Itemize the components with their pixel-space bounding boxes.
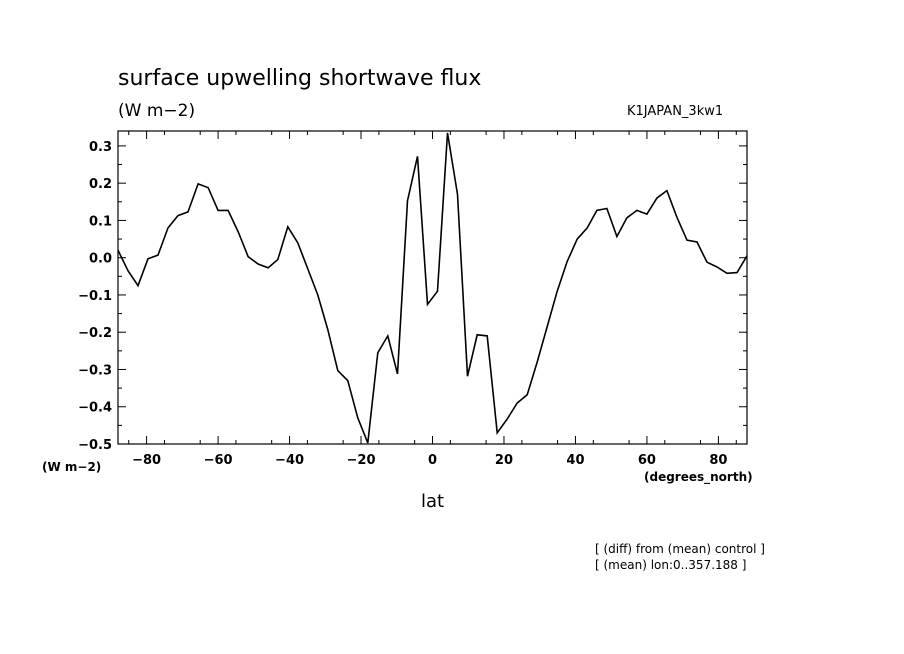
- x-tick-label: 20: [495, 453, 513, 468]
- y-tick-label: 0.0: [89, 252, 112, 267]
- run-label: K1JAPAN_3kw1: [627, 104, 724, 119]
- series-line: [117, 132, 748, 444]
- note-mean: [ (mean) lon:0..357.188 ]: [595, 558, 747, 572]
- x-tick-label: −80: [132, 453, 161, 468]
- note-diff: [ (diff) from (mean) control ]: [595, 542, 765, 556]
- y-tick-label: −0.2: [78, 326, 112, 341]
- x-tick-label: −60: [204, 453, 233, 468]
- chart-units: (W m−2): [118, 101, 196, 121]
- y-tick-label: 0.2: [89, 177, 112, 192]
- y-tick-label: 0.1: [89, 214, 112, 229]
- y-tick-label: −0.5: [78, 438, 112, 453]
- chart-title: surface upwelling shortwave flux: [118, 66, 482, 91]
- y-tick-label: 0.3: [89, 140, 112, 155]
- y-axis-unit: (W m−2): [42, 460, 102, 474]
- x-axis-label: lat: [421, 491, 445, 512]
- x-axis-unit: (degrees_north): [644, 470, 753, 484]
- x-tick-label: 60: [638, 453, 656, 468]
- y-tick-label: −0.1: [78, 289, 112, 304]
- x-tick-label: −20: [347, 453, 376, 468]
- x-tick-label: 80: [709, 453, 727, 468]
- plot-frame: [117, 130, 748, 445]
- x-tick-label: 40: [566, 453, 584, 468]
- x-tick-label: 0: [428, 453, 437, 468]
- y-tick-label: −0.3: [78, 363, 112, 378]
- y-tick-label: −0.4: [78, 401, 112, 416]
- x-tick-label: −40: [275, 453, 304, 468]
